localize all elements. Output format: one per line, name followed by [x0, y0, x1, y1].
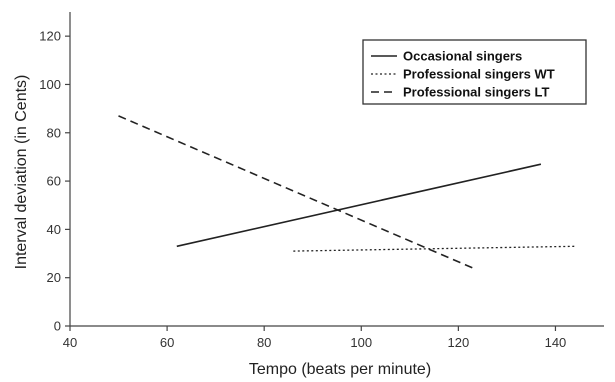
x-tick-label: 120	[448, 335, 470, 350]
y-tick-label: 60	[47, 174, 61, 189]
x-axis-title: Tempo (beats per minute)	[249, 361, 431, 378]
legend-label-3: Professional singers LT	[403, 85, 549, 100]
legend: Occasional singers Professional singers W…	[362, 39, 587, 105]
y-tick-label: 20	[47, 270, 61, 285]
x-tick-label: 60	[160, 335, 174, 350]
y-tick-label: 120	[39, 29, 61, 44]
y-tick-label: 80	[47, 125, 61, 140]
y-axis-title: Interval deviation (in Cents)	[13, 75, 30, 270]
axes: 0 20 40 60 80 100 120 40 60 80 100 120 140	[39, 12, 604, 350]
x-tick-label: 140	[545, 335, 567, 350]
y-tick-label: 40	[47, 222, 61, 237]
legend-label-1: Occasional singers	[403, 49, 522, 64]
legend-label-2: Professional singers WT	[403, 67, 555, 82]
x-tick-label: 80	[257, 335, 271, 350]
series-lines	[118, 115, 575, 269]
x-tick-label: 40	[63, 335, 77, 350]
series-line-1	[176, 163, 542, 248]
y-tick-label: 100	[39, 77, 61, 92]
x-tick-label: 100	[350, 335, 372, 350]
series-line-2	[293, 245, 575, 252]
legend-box	[362, 39, 587, 105]
y-tick-label: 0	[54, 319, 61, 334]
